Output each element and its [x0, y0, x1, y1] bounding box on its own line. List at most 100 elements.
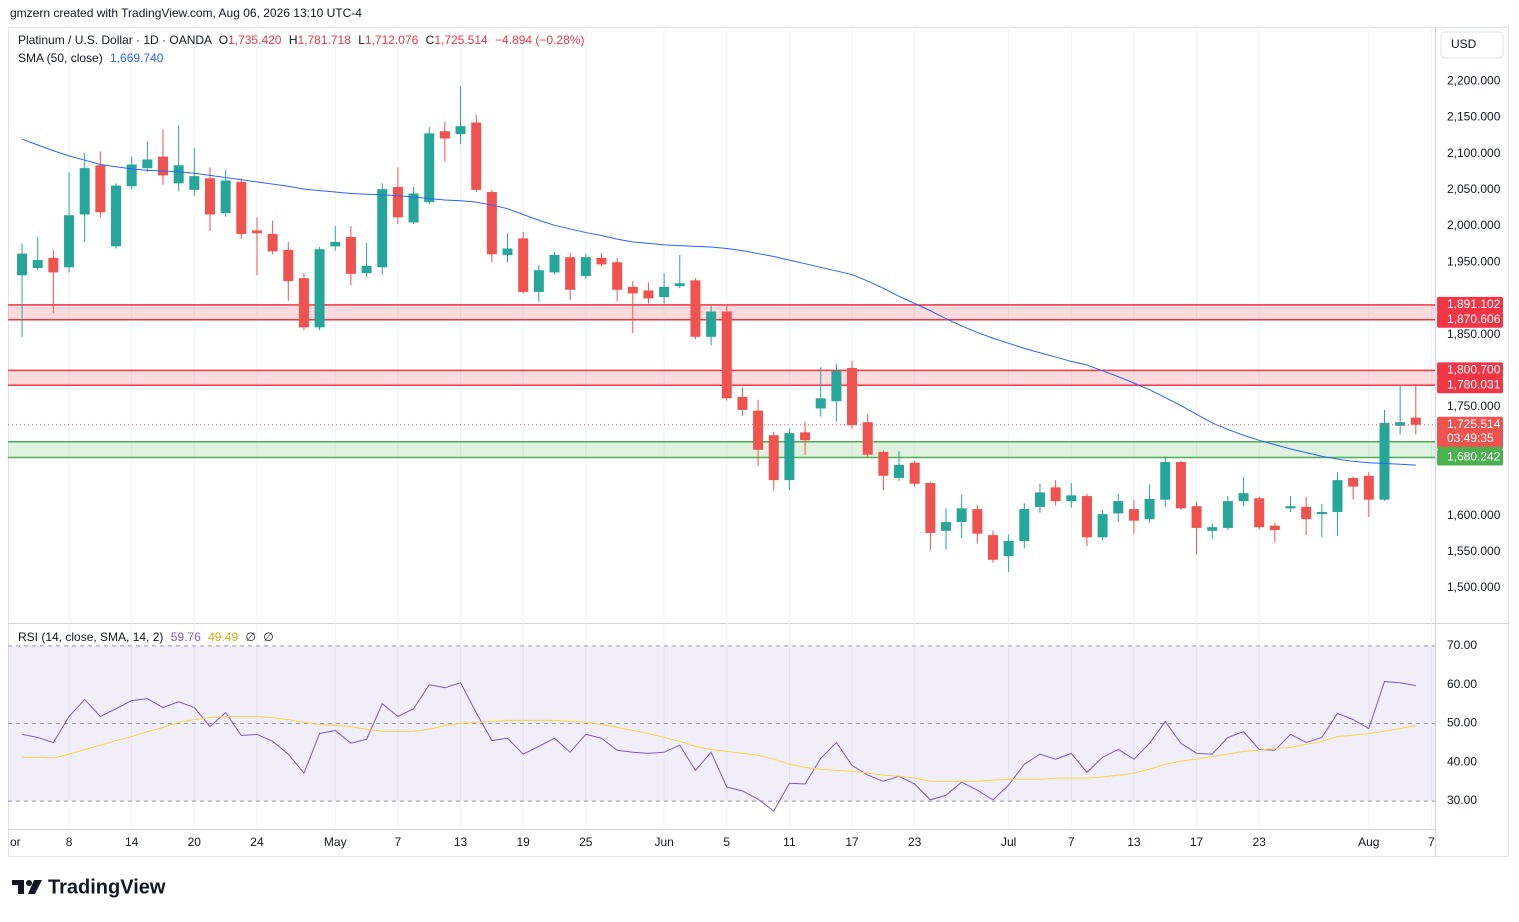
candle-body [173, 165, 184, 184]
ohlc-value: 1,735.420 [228, 33, 282, 47]
x-tick-label: 19 [517, 835, 531, 849]
ohlc-value: 1,712.076 [365, 33, 419, 47]
candle-body [518, 238, 529, 292]
x-tick-label: 7 [1068, 835, 1075, 849]
candle-body [925, 483, 936, 533]
indicator-line [22, 716, 1416, 782]
indicator-line [21, 681, 1416, 812]
candle-body [737, 396, 748, 410]
price-tag-label: 1,800.700 [1447, 362, 1501, 376]
x-tick-label: Aug [1358, 835, 1379, 849]
candle-body [1175, 462, 1186, 509]
candle-body [847, 367, 858, 426]
x-tick-label: May [324, 835, 347, 849]
sma-name: SMA (50, close) [18, 51, 103, 65]
candle-body [64, 215, 75, 268]
candle-body [690, 280, 701, 337]
zone [8, 441, 1435, 458]
price-tag-label: 1,680.242 [1447, 450, 1501, 464]
candle-body [659, 286, 670, 297]
price-tag-label: 1,780.031 [1447, 377, 1501, 391]
logo-icon [28, 880, 42, 894]
y-tick-label: 1,600.000 [1447, 508, 1501, 522]
candle-body [1363, 475, 1374, 500]
candle-body [17, 253, 28, 276]
plot-layer [8, 86, 1435, 812]
x-tick-label: 11 [783, 835, 796, 849]
candle-body [768, 435, 779, 481]
candle-body [643, 290, 654, 299]
x-tick-label: 23 [908, 835, 922, 849]
candle-body [1269, 525, 1280, 531]
candle-body [721, 311, 732, 399]
candle-body [502, 248, 513, 256]
candle-body [439, 131, 450, 139]
logo-icon [26, 880, 32, 886]
candle-body [1019, 509, 1030, 541]
candle-body [862, 422, 873, 455]
y-tick-label: 2,050.000 [1447, 182, 1501, 196]
y-tick-label: 40.00 [1447, 754, 1477, 768]
ohlc-value: 1,781.718 [297, 33, 351, 47]
candle-body [142, 159, 153, 169]
x-tick-label: 25 [579, 835, 593, 849]
candle-body [267, 234, 278, 252]
candle-body [236, 181, 247, 235]
y-tick-label: 1,500.000 [1447, 580, 1501, 594]
candle-body [283, 249, 294, 282]
sma-value: 1,669.740 [110, 51, 164, 65]
candle-body [345, 236, 356, 274]
candle-body [1097, 514, 1108, 538]
candle-body [784, 433, 795, 481]
x-tick-label: 14 [125, 835, 139, 849]
currency-box[interactable] [1440, 31, 1504, 59]
y-tick-label: 50.00 [1447, 716, 1477, 730]
candle-body [1395, 422, 1406, 426]
y-tick-label: 1,850.000 [1447, 327, 1501, 341]
last-price-tag [1437, 416, 1503, 447]
legend-line: Platinum / U.S. Dollar · 1D · OANDA O1,7… [18, 33, 584, 47]
candle-body [314, 249, 325, 328]
candle-body [533, 270, 544, 292]
candle-body [972, 509, 983, 534]
candle-body [941, 522, 951, 531]
candle-body [251, 230, 262, 234]
candle-body [189, 176, 200, 190]
last-price-label: 1,725.514 [1447, 417, 1501, 431]
candle-body [95, 165, 106, 213]
candle-body [674, 283, 685, 287]
axis-layer: 1,500.000 1,550.000 1,600.000 1,750.000 1,85… [10, 73, 1503, 849]
y-tick-label: 2,000.000 [1447, 218, 1501, 232]
candle-body [1301, 506, 1312, 520]
candle-body [1316, 511, 1327, 515]
candle-body [894, 464, 905, 478]
price-tag-label: 1,870.606 [1447, 312, 1501, 326]
candle-body [111, 185, 122, 247]
candle-body [1081, 496, 1092, 538]
x-tick-label: 13 [454, 835, 468, 849]
candle-body [1285, 506, 1296, 509]
candle-body [298, 278, 309, 328]
x-tick-label: 23 [1253, 835, 1267, 849]
candle-body [1160, 462, 1171, 500]
x-tick-label: 17 [1190, 835, 1204, 849]
candle-body [220, 180, 231, 214]
candle-body [1410, 417, 1421, 425]
logo: TradingView [12, 876, 166, 898]
candle-body [1128, 509, 1139, 521]
candle-body [580, 257, 591, 277]
y-tick-label: 1,950.000 [1447, 254, 1501, 268]
currency[interactable]: USD [1451, 37, 1477, 51]
x-tick-label: Jun [654, 835, 673, 849]
x-tick-label: 7 [1428, 835, 1435, 849]
candle-body [706, 311, 717, 337]
candle-body [831, 370, 842, 402]
candle-body [956, 508, 967, 523]
y-tick-label: 2,100.000 [1447, 146, 1501, 160]
logo-text: TradingView [48, 876, 166, 898]
candle-body [565, 257, 576, 290]
candle-body [815, 398, 826, 409]
x-tick-label: 7 [395, 835, 402, 849]
